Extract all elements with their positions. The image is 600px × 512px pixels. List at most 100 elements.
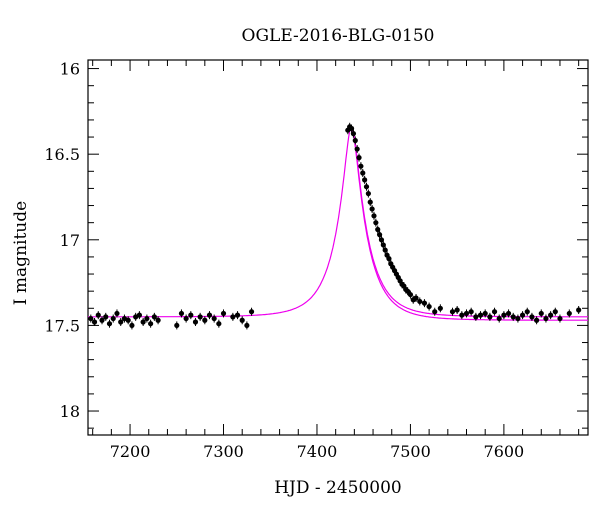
data-point	[174, 322, 180, 329]
x-tick-label: 7400	[297, 442, 338, 461]
data-point	[362, 177, 368, 183]
data-point	[487, 314, 493, 320]
data-point	[421, 300, 428, 306]
data-point	[432, 309, 438, 315]
data-point	[505, 310, 512, 317]
data-point	[197, 314, 203, 320]
data-point	[216, 321, 222, 327]
data-point	[413, 295, 419, 301]
y-tick-label: 17	[60, 231, 80, 250]
data-point	[99, 317, 105, 323]
data-point	[510, 314, 516, 320]
data-point	[110, 315, 116, 322]
data-point	[106, 321, 113, 327]
data-point	[382, 247, 388, 253]
model-curve-alt	[351, 129, 588, 321]
data-point	[88, 315, 94, 322]
data-point	[365, 190, 371, 197]
chart-title: OGLE-2016-BLG-0150	[242, 26, 435, 46]
data-point	[378, 237, 385, 243]
data-point	[118, 319, 124, 325]
data-point	[548, 312, 554, 318]
data-point	[552, 309, 558, 315]
data-point	[375, 226, 381, 233]
data-point	[125, 317, 131, 323]
x-tick-label: 7200	[110, 442, 151, 461]
data-point	[155, 317, 161, 323]
data-point	[91, 319, 98, 325]
data-point	[114, 310, 120, 317]
data-point	[417, 298, 423, 305]
data-point	[557, 315, 563, 322]
data-point	[371, 213, 377, 219]
data-point	[151, 314, 157, 320]
data-point	[538, 310, 544, 317]
data-point	[183, 315, 189, 322]
data-point	[239, 317, 245, 323]
data-point	[529, 314, 535, 320]
data-point	[356, 155, 362, 161]
data-point	[144, 315, 150, 322]
data-point	[533, 317, 540, 323]
data-point	[576, 307, 582, 313]
data-point	[515, 315, 521, 322]
data-point	[473, 314, 479, 320]
y-tick-label: 18	[60, 402, 80, 421]
data-point	[202, 317, 208, 323]
data-point	[463, 310, 470, 317]
data-point	[380, 242, 386, 248]
y-axis-label: I magnitude	[11, 201, 31, 305]
data-point	[244, 322, 250, 329]
data-point	[178, 310, 185, 317]
data-point	[468, 309, 474, 315]
data-point	[230, 314, 236, 320]
data-point	[360, 170, 366, 176]
data-point	[454, 307, 460, 313]
data-point	[373, 220, 379, 226]
data-point	[519, 312, 526, 318]
y-tick-label: 16.5	[44, 145, 80, 164]
data-point	[350, 131, 357, 137]
data-point	[524, 309, 530, 315]
data-point	[354, 146, 360, 152]
x-tick-label: 7500	[390, 442, 431, 461]
data-point	[543, 315, 549, 322]
data-point	[220, 310, 227, 317]
data-point	[188, 312, 194, 318]
data-point	[129, 322, 135, 329]
x-tick-label: 7600	[484, 442, 525, 461]
data-point	[148, 321, 154, 327]
data-point	[363, 184, 370, 190]
data-point	[376, 232, 383, 238]
plot-frame	[87, 59, 589, 436]
data-point	[459, 312, 465, 318]
data-point	[136, 312, 143, 318]
data-point	[103, 314, 109, 320]
data-point	[248, 309, 255, 315]
data-point	[192, 319, 199, 325]
data-point	[367, 199, 373, 205]
data-point	[491, 309, 498, 315]
x-axis-label: HJD - 2450000	[274, 478, 402, 498]
data-point	[426, 303, 432, 310]
data-point	[386, 256, 392, 262]
data-point	[449, 309, 456, 315]
data-point	[358, 163, 364, 169]
data-point	[566, 310, 572, 317]
data-point	[437, 305, 443, 311]
x-tick-label: 7300	[203, 442, 244, 461]
model-curve	[88, 125, 588, 318]
data-point	[501, 312, 507, 318]
data-point	[206, 312, 213, 318]
y-tick-label: 17.5	[44, 316, 80, 335]
data-point	[405, 288, 411, 294]
data-point	[482, 310, 488, 317]
data-point	[496, 315, 502, 322]
y-tick-label: 16	[60, 60, 80, 79]
plot-area: 7200 7300 7400 7500 7600 16 16.5 17 17.5 18	[44, 59, 589, 461]
data-point	[477, 312, 484, 318]
data-point	[407, 291, 414, 298]
data-point	[95, 312, 101, 318]
data-point	[369, 206, 375, 212]
